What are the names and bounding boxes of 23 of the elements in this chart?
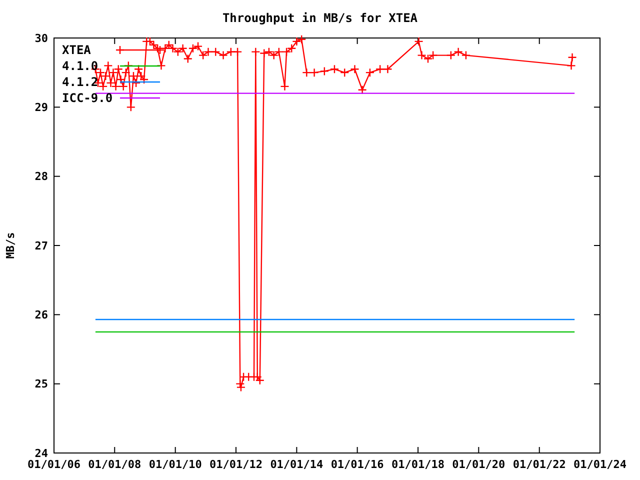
y-tick-label: 27 [34, 239, 48, 252]
y-tick-label: 25 [34, 378, 48, 391]
x-tick-label: 01/01/22 [512, 458, 566, 471]
x-tick-label: 01/01/06 [28, 458, 81, 471]
x-tick-label: 01/01/12 [209, 458, 262, 471]
y-tick-label: 26 [34, 308, 48, 322]
y-tick-label: 30 [34, 32, 48, 45]
legend-label: 4.1.0 [62, 59, 98, 74]
x-tick-label: 01/01/14 [270, 458, 324, 471]
legend-label: ICC-9.0 [62, 91, 113, 106]
x-tick-label: 01/01/16 [330, 458, 384, 471]
y-tick-label: 28 [34, 170, 48, 184]
x-tick-label: 01/01/08 [88, 458, 142, 471]
legend-label: XTEA [62, 43, 92, 58]
chart-title: Throughput in MB/s for XTEA [222, 11, 418, 25]
legend-label: 4.1.2 [62, 75, 98, 90]
x-tick-label: 01/01/10 [148, 458, 202, 471]
x-tick-label: 01/01/20 [452, 458, 506, 471]
x-tick-label: 01/01/24 [574, 458, 627, 471]
x-tick-label: 01/01/18 [392, 458, 445, 471]
y-tick-label: 29 [34, 101, 48, 114]
y-axis-title: MB/s [4, 232, 17, 259]
y-tick-label: 24 [34, 446, 48, 460]
